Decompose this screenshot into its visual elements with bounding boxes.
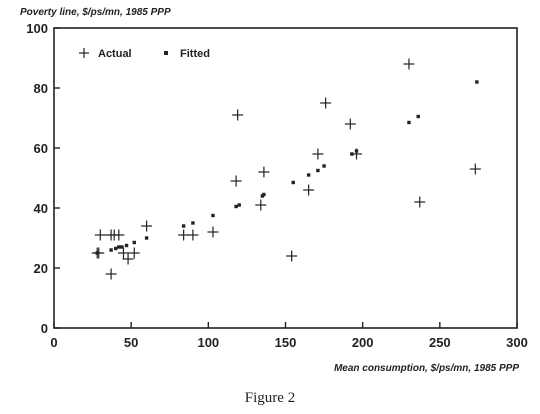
fitted-point bbox=[114, 246, 118, 251]
plot-area bbox=[91, 58, 481, 280]
x-tick-label: 250 bbox=[429, 335, 451, 350]
legend-fitted-marker bbox=[164, 51, 168, 55]
actual-point bbox=[230, 175, 242, 187]
fitted-point bbox=[120, 245, 124, 249]
x-tick-label: 0 bbox=[50, 335, 57, 350]
actual-point bbox=[403, 58, 415, 70]
actual-point bbox=[414, 196, 426, 208]
figure-caption: Figure 2 bbox=[245, 390, 295, 406]
x-tick-label: 50 bbox=[124, 335, 138, 350]
legend-actual-marker bbox=[79, 48, 89, 58]
y-axis-title: Poverty line, $/ps/mn, 1985 PPP bbox=[20, 7, 171, 18]
fitted-point bbox=[117, 245, 121, 249]
fitted-point bbox=[475, 80, 479, 84]
actual-point bbox=[207, 226, 219, 238]
actual-point bbox=[128, 247, 140, 259]
fitted-point bbox=[416, 114, 420, 119]
actual-point bbox=[286, 250, 298, 262]
y-tick-label: 80 bbox=[34, 81, 48, 96]
fitted-point bbox=[291, 180, 295, 185]
y-tick-label: 20 bbox=[34, 261, 48, 276]
legend-fitted-label: Fitted bbox=[180, 48, 210, 60]
legend-actual-label: Actual bbox=[98, 48, 132, 60]
y-tick-label: 100 bbox=[26, 21, 48, 36]
actual-point bbox=[312, 148, 324, 160]
axis-ticks: 0 50 100 150 200 250 300 0 20 40 60 80 100 bbox=[26, 21, 528, 350]
fitted-point bbox=[354, 149, 359, 153]
fitted-point bbox=[211, 213, 215, 218]
fitted-point bbox=[316, 168, 320, 173]
actual-point bbox=[303, 184, 315, 196]
actual-point bbox=[258, 166, 270, 178]
x-tick-label: 100 bbox=[197, 335, 219, 350]
fitted-point bbox=[237, 203, 241, 207]
x-tick-label: 200 bbox=[352, 335, 374, 350]
fitted-point bbox=[407, 120, 411, 125]
fitted-point bbox=[306, 173, 311, 177]
actual-point bbox=[117, 247, 129, 259]
actual-point bbox=[178, 229, 190, 241]
x-tick-label: 300 bbox=[506, 335, 528, 350]
plot-frame bbox=[53, 27, 518, 329]
y-tick-label: 0 bbox=[41, 321, 48, 336]
fitted-point bbox=[132, 240, 136, 245]
actual-point bbox=[344, 118, 356, 130]
fitted-point bbox=[181, 224, 186, 228]
actual-point bbox=[320, 97, 332, 109]
fitted-point bbox=[262, 192, 266, 197]
fitted-point bbox=[144, 236, 149, 240]
actual-point bbox=[141, 220, 153, 232]
actual-point bbox=[255, 199, 267, 211]
actual-point bbox=[94, 229, 106, 241]
fitted-point bbox=[124, 243, 129, 248]
actual-point bbox=[113, 229, 125, 241]
fitted-point bbox=[322, 164, 326, 168]
actual-point bbox=[187, 229, 199, 241]
fitted-point bbox=[109, 248, 113, 252]
x-tick-label: 150 bbox=[275, 335, 297, 350]
actual-point bbox=[469, 163, 481, 175]
fitted-point bbox=[234, 204, 238, 209]
actual-point bbox=[105, 268, 117, 280]
fitted-point bbox=[191, 221, 195, 225]
x-axis-title: Mean consumption, $/ps/mn, 1985 PPP bbox=[334, 363, 519, 374]
actual-point bbox=[232, 109, 244, 121]
y-tick-label: 60 bbox=[34, 141, 48, 156]
legend: Actual Fitted bbox=[79, 48, 210, 60]
actual-point bbox=[122, 253, 134, 265]
fitted-point bbox=[350, 152, 354, 156]
y-tick-label: 40 bbox=[34, 201, 48, 216]
fitted-point bbox=[95, 251, 99, 255]
